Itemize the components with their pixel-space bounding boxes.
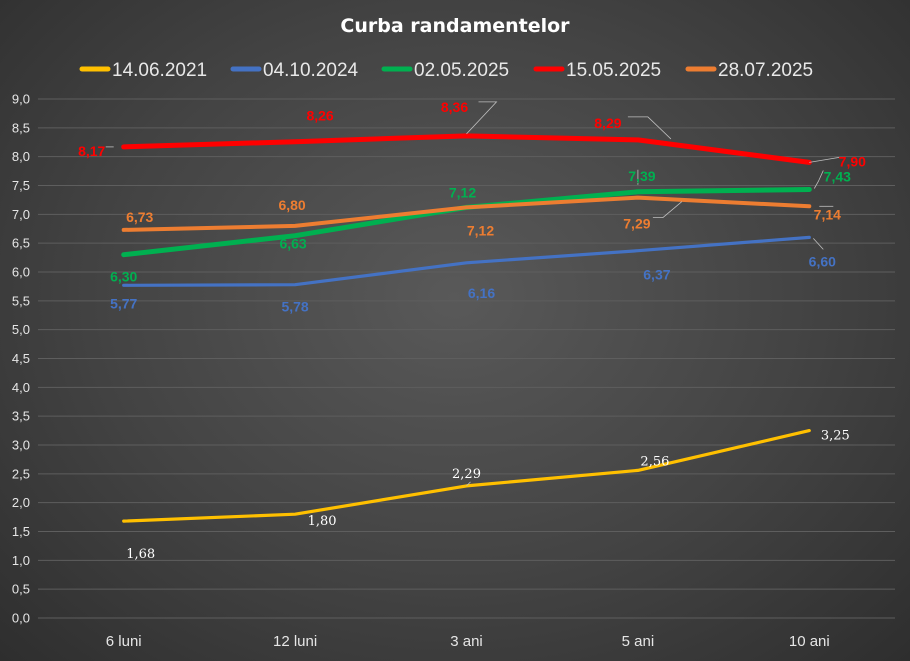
data-label: 2,56 bbox=[640, 454, 669, 469]
data-labels: 1,68 1,80 2,29 2,56 3,25 5,77 5,78 6,16 6,37 6,60… bbox=[78, 99, 866, 562]
leader-line bbox=[813, 238, 824, 250]
leader-line bbox=[813, 170, 824, 189]
data-label: 6,37 bbox=[643, 267, 670, 283]
data-label: 6,73 bbox=[126, 209, 153, 225]
legend-entry: 02.05.2025 bbox=[414, 60, 509, 81]
legend-entry: 28.07.2025 bbox=[718, 60, 813, 81]
leader-line bbox=[466, 481, 471, 487]
y-tick-label: 2,0 bbox=[12, 495, 30, 510]
legend-entry: 04.10.2024 bbox=[263, 60, 359, 81]
data-label: 6,60 bbox=[809, 253, 836, 269]
gridlines bbox=[38, 98, 895, 619]
y-tick-label: 7,5 bbox=[12, 178, 30, 193]
chart-title: Curba randamentelor bbox=[340, 15, 570, 37]
y-tick-label: 9,0 bbox=[12, 92, 30, 107]
data-label: 1,80 bbox=[308, 514, 337, 529]
leader-line bbox=[652, 201, 683, 219]
data-label: 7,90 bbox=[839, 153, 866, 169]
data-label: 6,16 bbox=[468, 285, 495, 301]
y-tick-label: 1,0 bbox=[12, 553, 30, 568]
x-axis: 6 luni 12 luni 3 ani 5 ani 10 ani bbox=[106, 633, 830, 650]
leader-line bbox=[809, 157, 840, 163]
series-line bbox=[121, 133, 812, 165]
y-tick-label: 3,0 bbox=[12, 438, 30, 453]
data-label: 5,78 bbox=[281, 299, 308, 315]
series-line bbox=[122, 235, 811, 287]
y-tick-label: 4,0 bbox=[12, 380, 30, 395]
x-tick-label: 3 ani bbox=[450, 633, 483, 650]
data-label: 7,12 bbox=[449, 184, 476, 200]
data-label: 6,30 bbox=[110, 269, 137, 285]
leader-line bbox=[627, 116, 672, 140]
y-tick-label: 1,5 bbox=[12, 524, 30, 539]
data-label: 7,43 bbox=[824, 169, 851, 185]
data-label: 1,68 bbox=[126, 547, 155, 562]
y-tick-label: 8,5 bbox=[12, 120, 30, 135]
data-label: 5,77 bbox=[110, 295, 137, 311]
data-label: 2,29 bbox=[452, 467, 481, 482]
legend: 14.06.2021 04.10.2024 02.05.2025 15.05.2025… bbox=[79, 60, 813, 81]
data-label: 8,29 bbox=[594, 115, 621, 131]
x-tick-label: 10 ani bbox=[789, 633, 830, 650]
x-tick-label: 5 ani bbox=[622, 633, 655, 650]
legend-entry: 14.06.2021 bbox=[112, 60, 207, 81]
legend-entry: 15.05.2025 bbox=[566, 60, 661, 81]
series-line bbox=[121, 195, 812, 232]
data-label: 7,12 bbox=[467, 222, 494, 238]
y-tick-label: 2,5 bbox=[12, 466, 30, 481]
data-label: 7,29 bbox=[623, 216, 650, 232]
data-label: 6,63 bbox=[279, 236, 306, 252]
data-label: 6,80 bbox=[278, 197, 305, 213]
x-tick-label: 6 luni bbox=[106, 633, 142, 650]
leader-line bbox=[466, 101, 498, 135]
y-tick-label: 0,0 bbox=[12, 611, 30, 626]
y-tick-label: 5,5 bbox=[12, 293, 30, 308]
y-tick-label: 4,5 bbox=[12, 351, 30, 366]
data-label: 7,14 bbox=[814, 206, 841, 222]
x-tick-label: 12 luni bbox=[273, 633, 317, 650]
y-tick-label: 7,0 bbox=[12, 207, 30, 222]
y-axis: 0,0 0,5 1,0 1,5 2,0 2,5 3,0 3,5 4,0 4,5 5,0 5,5 6,0 6… bbox=[12, 92, 30, 626]
data-label: 7,39 bbox=[628, 168, 655, 184]
y-tick-label: 0,5 bbox=[12, 582, 30, 597]
y-tick-label: 8,0 bbox=[12, 149, 30, 164]
y-tick-label: 5,0 bbox=[12, 322, 30, 337]
data-label: 8,26 bbox=[306, 108, 333, 124]
data-label: 8,36 bbox=[441, 99, 468, 115]
y-tick-label: 6,5 bbox=[12, 236, 30, 251]
data-label: 8,17 bbox=[78, 143, 105, 159]
data-label: 3,25 bbox=[821, 429, 850, 444]
y-tick-label: 6,0 bbox=[12, 265, 30, 280]
y-tick-label: 3,5 bbox=[12, 409, 30, 424]
